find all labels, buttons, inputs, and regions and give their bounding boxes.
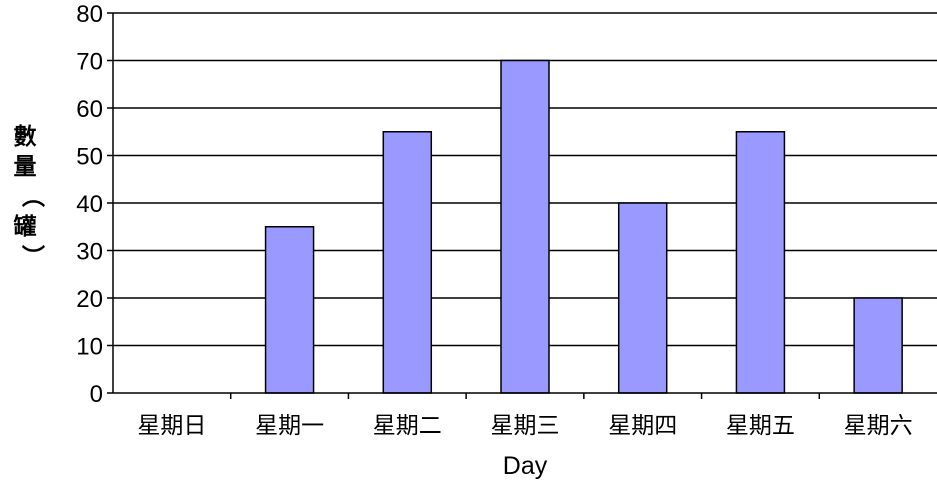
y-tick-label: 60 [76,96,103,123]
axes [107,12,937,399]
x-tick-label: 星期三 [491,413,560,439]
bar [617,202,668,394]
bar [382,131,433,394]
y-axis-label: 數量 （ 罐 ） [13,124,47,268]
bar [264,226,315,394]
y-axis-label-char: 罐 [13,213,37,240]
y-tick-label: 20 [76,286,103,313]
bars [264,59,903,394]
x-tick-label: 星期日 [137,413,206,439]
bar [500,59,550,394]
y-tick-label: 10 [76,334,103,361]
x-tick-label: 星期二 [373,413,442,439]
x-tick-label: 星期六 [844,413,913,439]
y-tick-label: 40 [76,191,103,218]
y-tick-label: 70 [76,49,103,76]
y-tick-label: 80 [76,1,103,28]
bar [735,131,786,394]
bar [853,297,903,394]
y-tick-labels: 0 10 20 30 40 50 60 70 80 [76,1,103,408]
x-tick-label: 星期五 [726,413,795,439]
y-tick-label: 0 [90,381,103,408]
x-tick-label: 星期四 [608,413,677,439]
y-axis-label-char: 量 [14,154,37,180]
x-axis-label: Day [503,452,548,480]
y-tick-label: 30 [76,239,103,266]
y-tick-label: 50 [76,144,103,171]
y-axis-label-char: ） [19,245,46,268]
y-axis-label-char: （ [19,185,46,208]
y-axis-label-char: 數 [14,124,37,150]
x-tick-label: 星期一 [255,413,324,439]
x-tick-labels: 星期日 星期一 星期二 星期三 星期四 星期五 星期六 [137,413,912,439]
